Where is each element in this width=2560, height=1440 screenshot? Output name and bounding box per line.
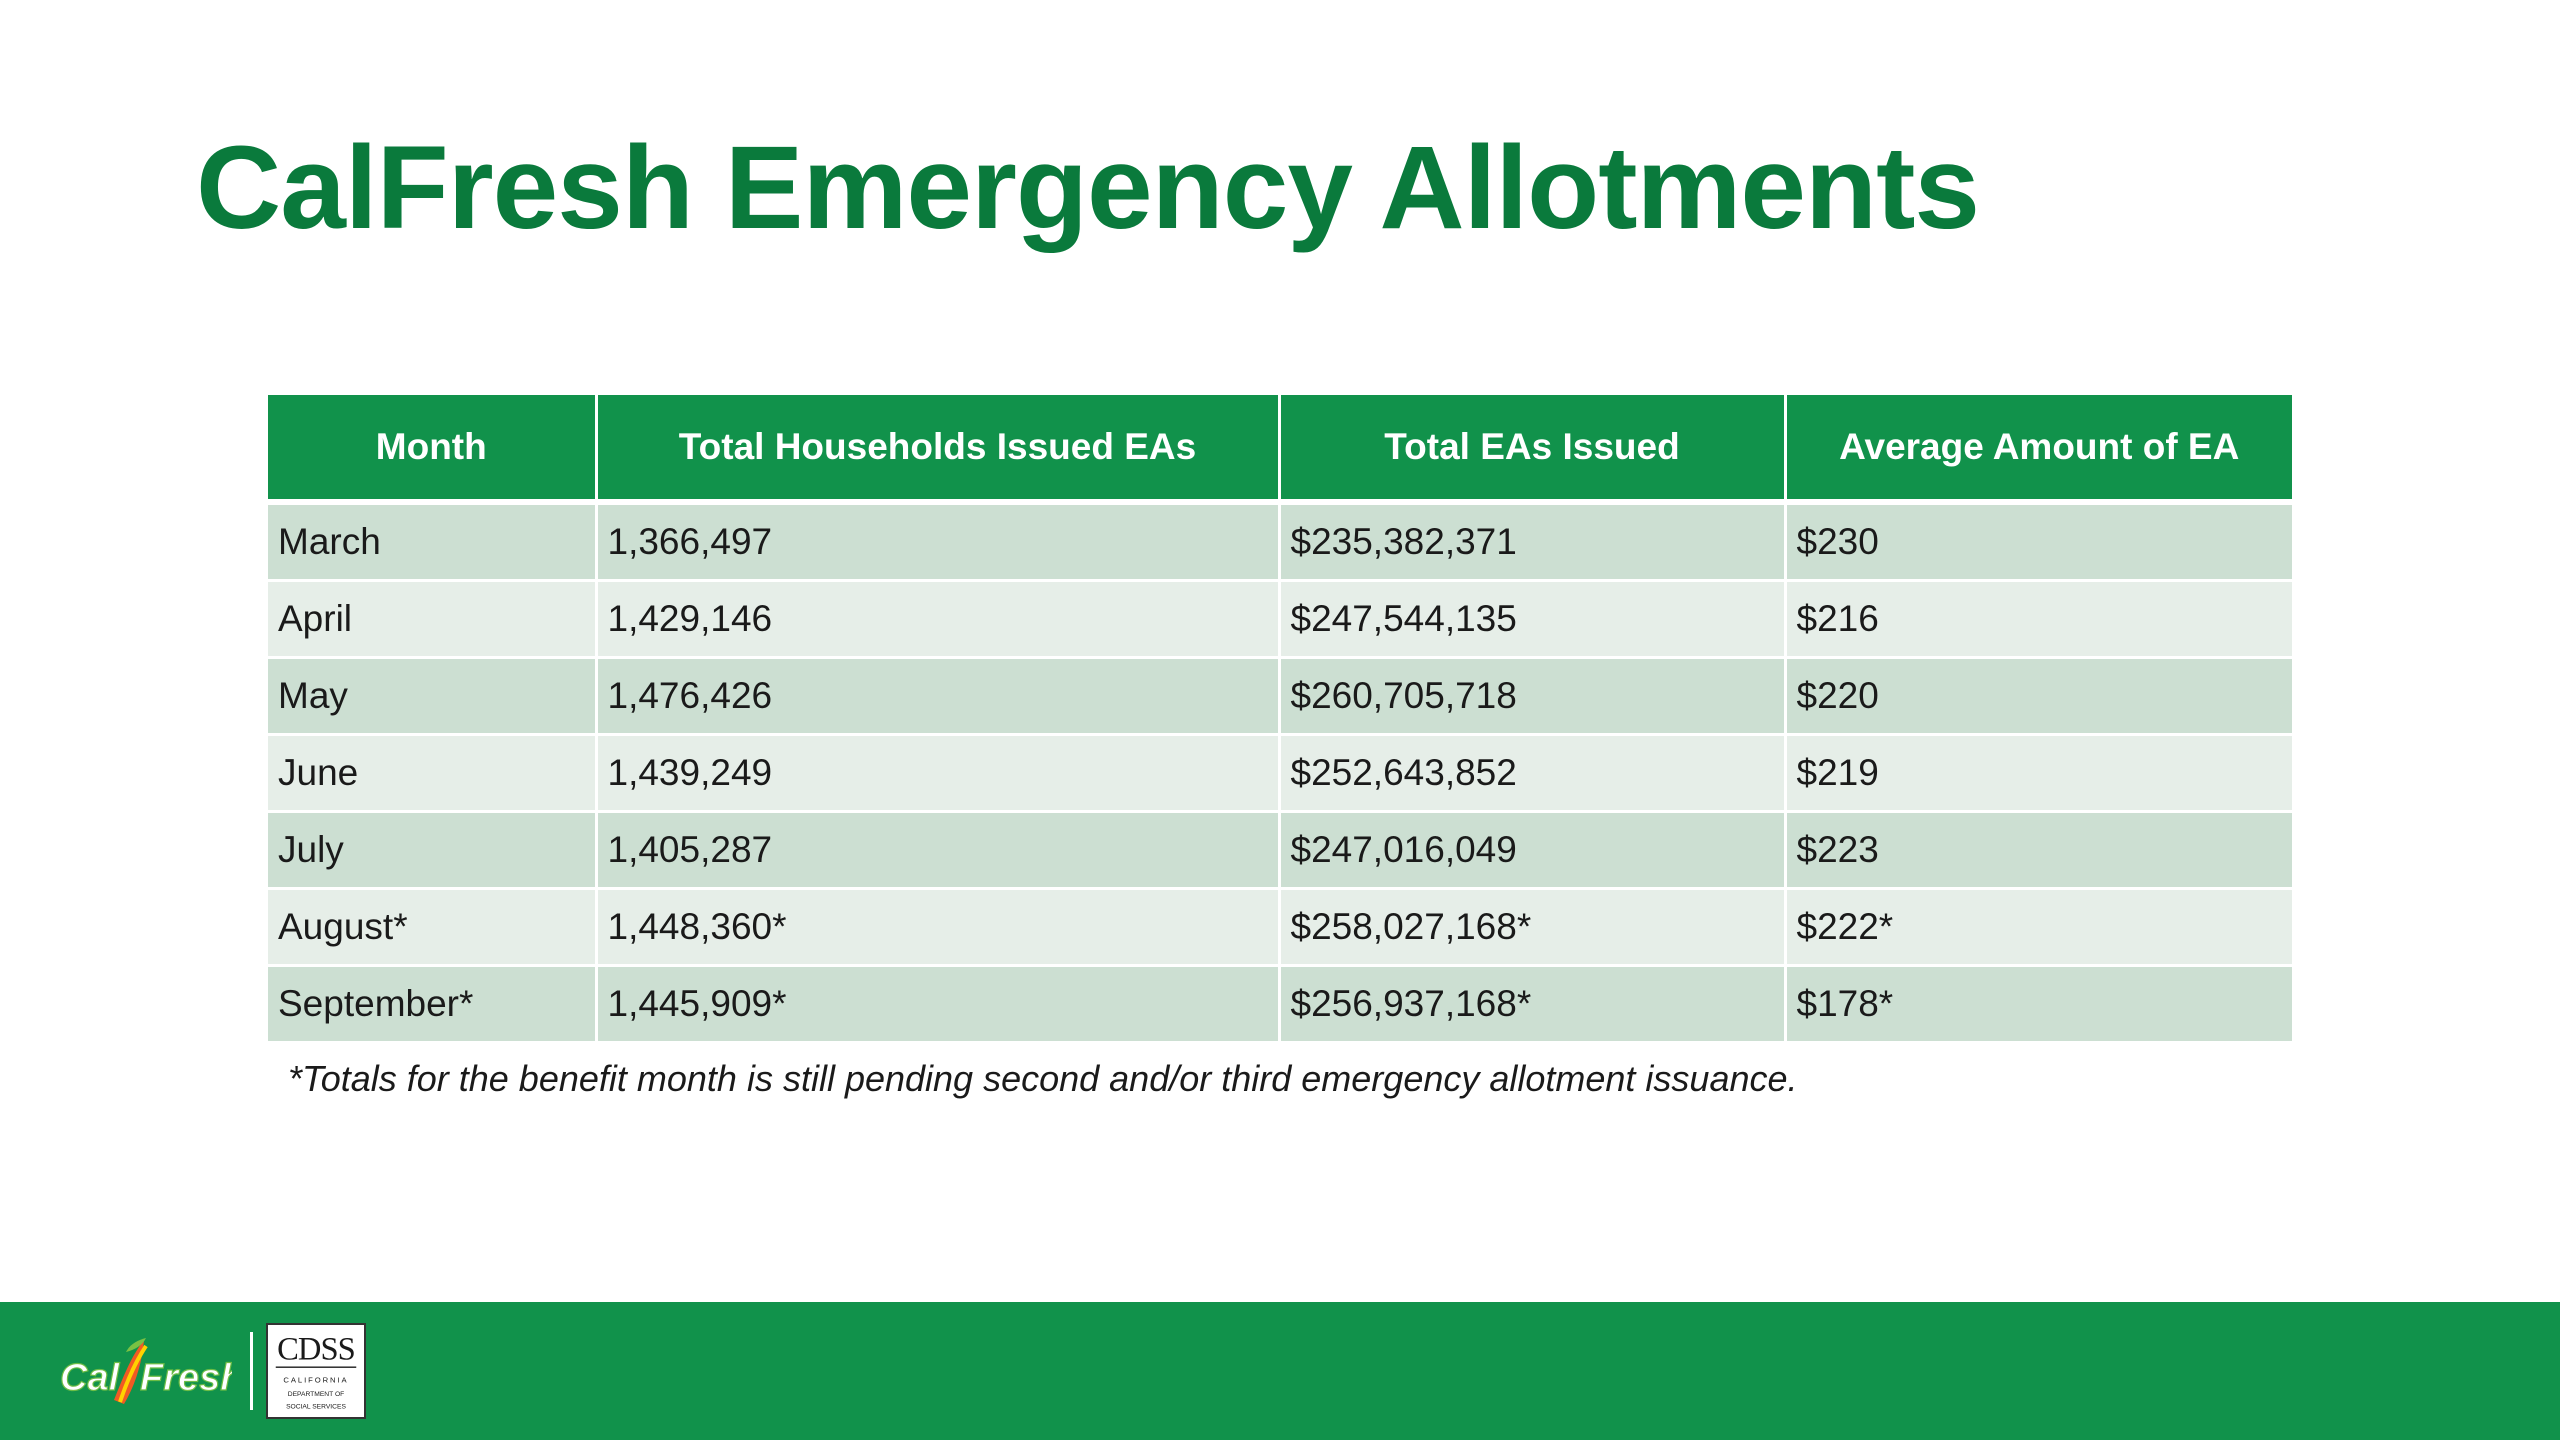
cell-month: August* (268, 888, 598, 967)
cell-households: 1,405,287 (594, 811, 1281, 890)
cell-month: July (268, 811, 598, 890)
cell-total-issued: $247,544,135 (1277, 580, 1787, 659)
cell-average: $178* (1783, 965, 2292, 1044)
cdss-logo-subtext-1: CALIFORNIA (283, 1376, 348, 1385)
cell-total-issued: $258,027,168* (1277, 888, 1787, 967)
table-row: April 1,429,146 $247,544,135 $216 (268, 580, 2292, 659)
cell-total-issued: $247,016,049 (1277, 811, 1787, 890)
footer-divider (250, 1332, 253, 1410)
table-row: July 1,405,287 $247,016,049 $223 (268, 811, 2292, 890)
calfresh-logo-fresh: Fresh (140, 1357, 232, 1399)
cell-average: $216 (1783, 580, 2292, 659)
cell-month: April (268, 580, 598, 659)
header-month: Month (268, 395, 598, 505)
calfresh-logo-cal: Cal (60, 1357, 121, 1399)
cell-average: $230 (1783, 502, 2292, 582)
calfresh-logo: Cal Fresh (59, 1338, 232, 1404)
cell-households: 1,366,497 (594, 502, 1281, 582)
cell-households: 1,445,909* (594, 965, 1281, 1044)
table-row: September* 1,445,909* $256,937,168* $178… (268, 965, 2292, 1044)
cdss-logo-subtext-2: DEPARTMENT OF (288, 1391, 344, 1398)
cell-total-issued: $260,705,718 (1277, 657, 1787, 736)
cell-month: March (268, 502, 598, 582)
cell-average: $220 (1783, 657, 2292, 736)
cell-households: 1,448,360* (594, 888, 1281, 967)
cdss-logo-subtext-3: SOCIAL SERVICES (286, 1403, 346, 1410)
table-header-row: Month Total Households Issued EAs Total … (268, 395, 2292, 505)
cell-month: September* (268, 965, 598, 1044)
cell-total-issued: $256,937,168* (1277, 965, 1787, 1044)
header-total-households: Total Households Issued EAs (594, 395, 1281, 505)
cell-month: May (268, 657, 598, 736)
cell-households: 1,476,426 (594, 657, 1281, 736)
cell-average: $219 (1783, 734, 2292, 813)
table-row: May 1,476,426 $260,705,718 $220 (268, 657, 2292, 736)
cell-total-issued: $252,643,852 (1277, 734, 1787, 813)
slide-title: CalFresh Emergency Allotments (196, 122, 1980, 254)
table-row: August* 1,448,360* $258,027,168* $222* (268, 888, 2292, 967)
header-average-amount: Average Amount of EA (1783, 395, 2292, 505)
cell-households: 1,439,249 (594, 734, 1281, 813)
cell-households: 1,429,146 (594, 580, 1281, 659)
cdss-logo: CDSS CALIFORNIA DEPARTMENT OF SOCIAL SER… (266, 1323, 366, 1419)
table-row: March 1,366,497 $235,382,371 $230 (268, 502, 2292, 582)
table-footnote: *Totals for the benefit month is still p… (288, 1058, 1798, 1099)
cell-average: $223 (1783, 811, 2292, 890)
emergency-allotments-table-container: Month Total Households Issued EAs Total … (268, 395, 2292, 1044)
cell-month: June (268, 734, 598, 813)
cell-average: $222* (1783, 888, 2292, 967)
table-row: June 1,439,249 $252,643,852 $219 (268, 734, 2292, 813)
footer-bar (0, 1302, 2560, 1440)
header-total-eas-issued: Total EAs Issued (1277, 395, 1787, 505)
cell-total-issued: $235,382,371 (1277, 502, 1787, 582)
emergency-allotments-table: Month Total Households Issued EAs Total … (268, 395, 2292, 1044)
cdss-logo-text: CDSS (277, 1332, 355, 1368)
